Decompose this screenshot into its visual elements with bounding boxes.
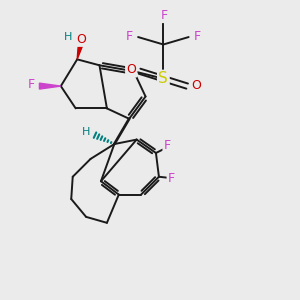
Text: F: F (164, 139, 171, 152)
Polygon shape (77, 39, 85, 59)
Text: F: F (168, 172, 175, 185)
Text: O: O (76, 33, 86, 46)
Text: S: S (158, 71, 168, 86)
Text: O: O (191, 79, 201, 92)
Text: H: H (64, 32, 73, 42)
Text: O: O (126, 63, 136, 76)
Text: F: F (194, 30, 201, 43)
Text: F: F (126, 30, 134, 43)
Text: F: F (160, 9, 167, 22)
Polygon shape (39, 83, 61, 89)
Text: F: F (28, 78, 35, 91)
Text: H: H (82, 127, 90, 137)
